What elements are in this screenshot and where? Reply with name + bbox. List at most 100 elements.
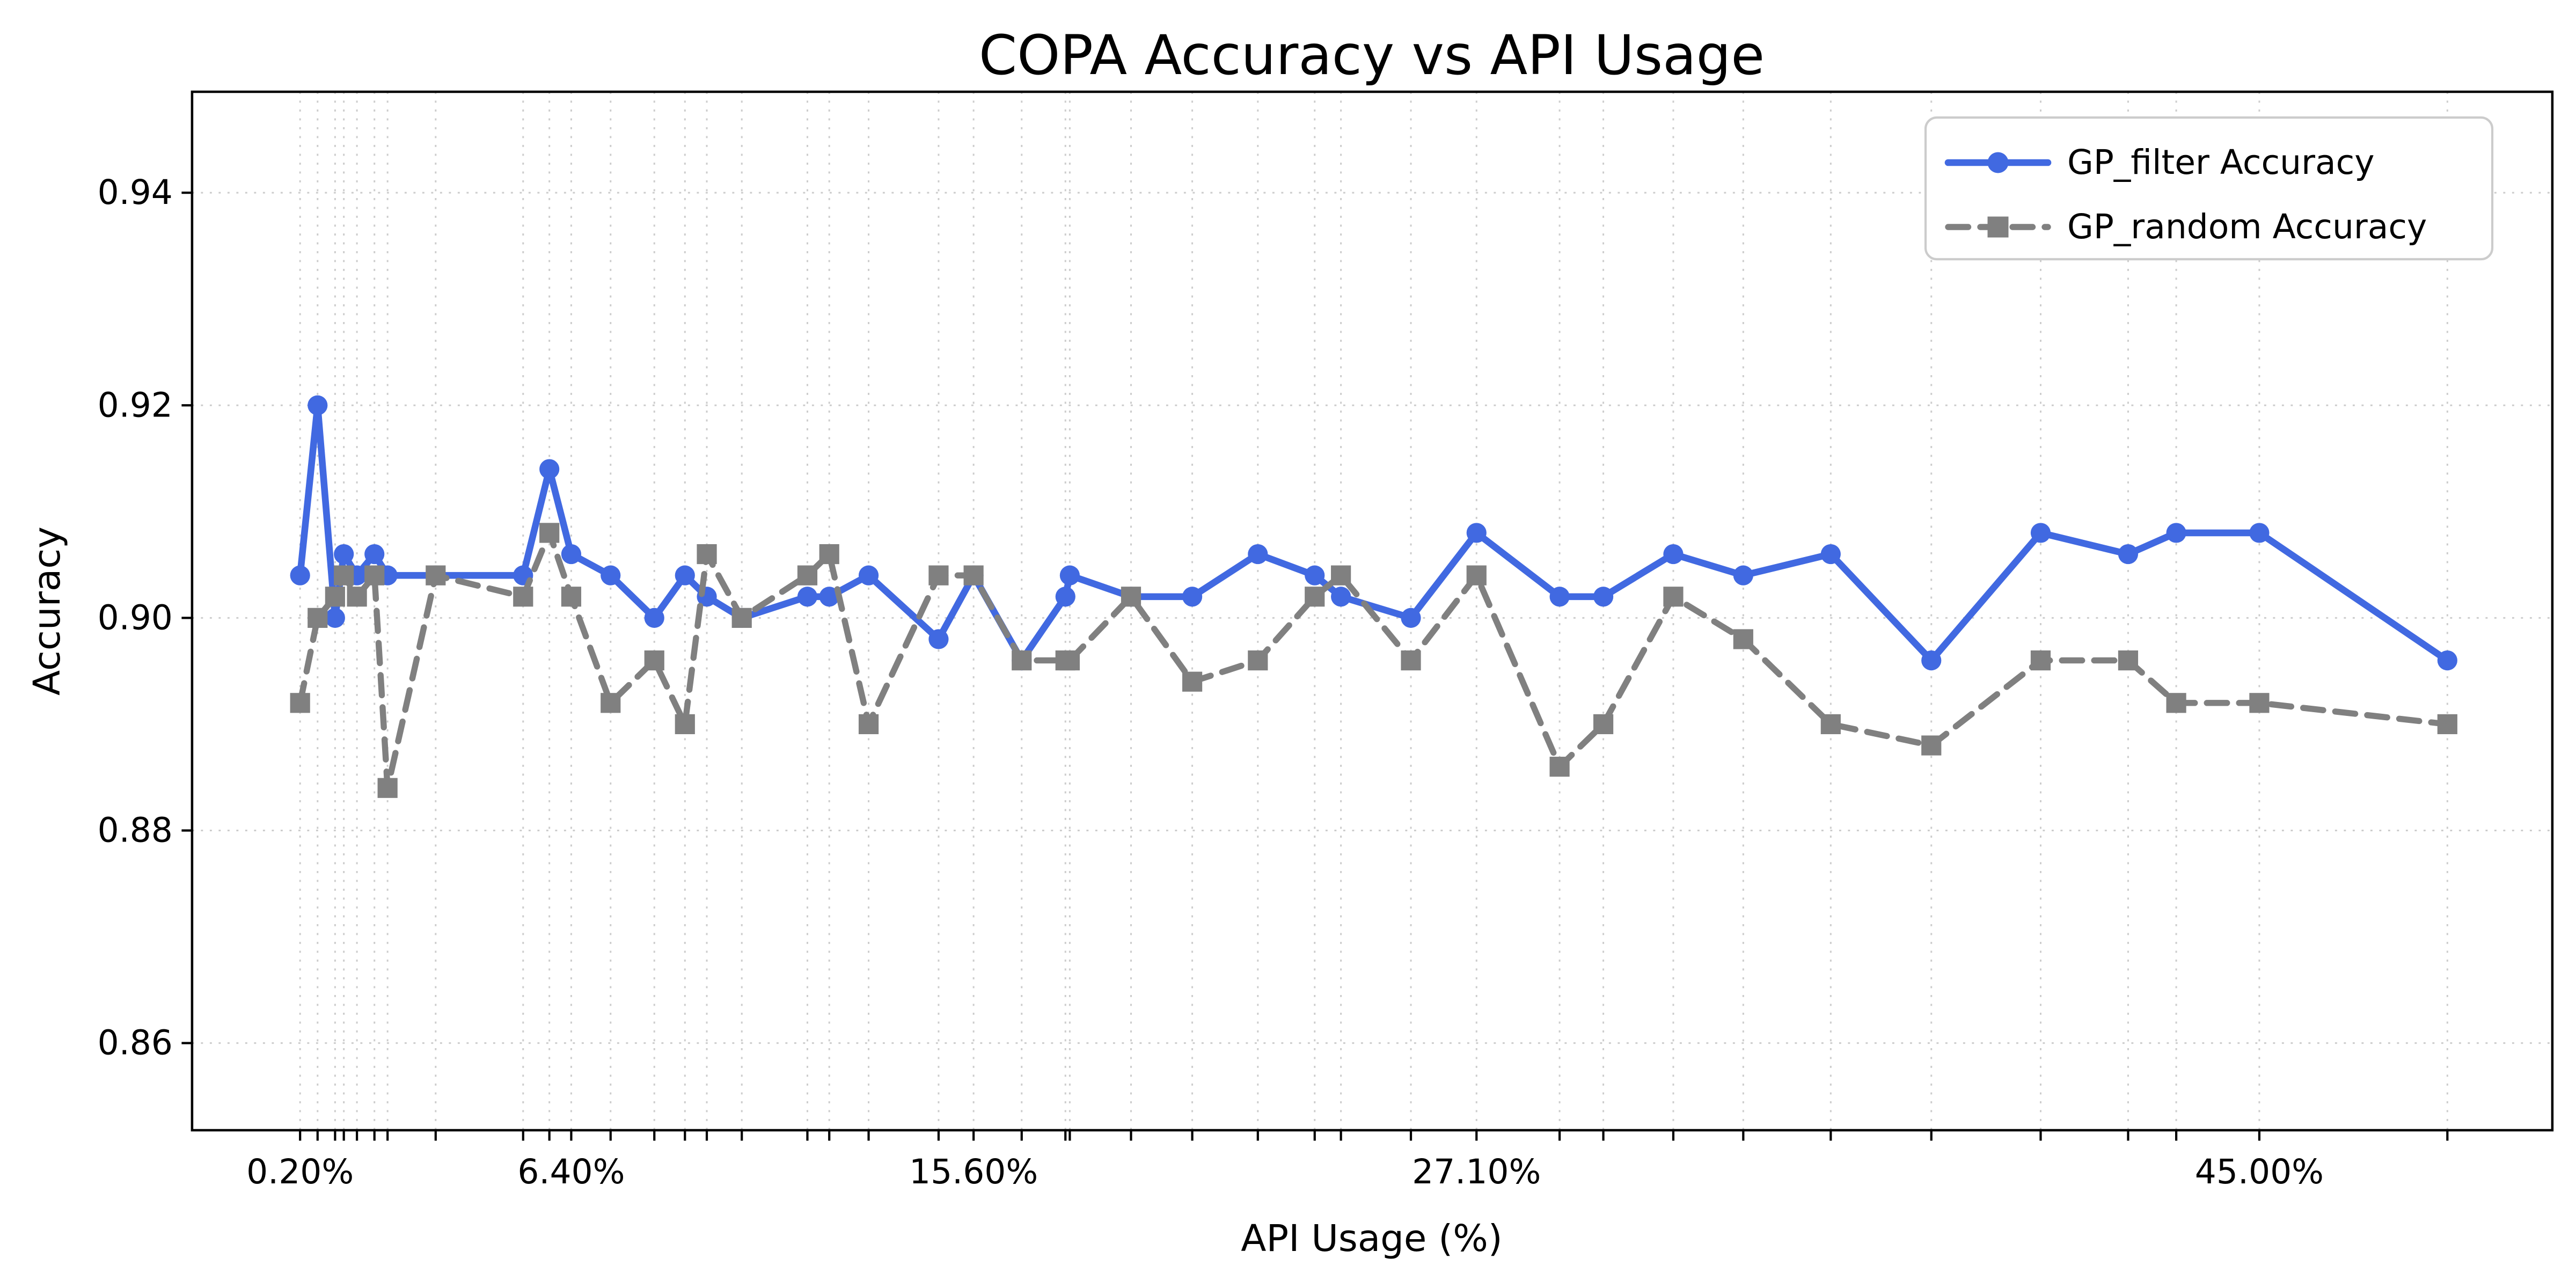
chart-title: COPA Accuracy vs API Usage: [979, 24, 1765, 87]
data-point-marker: [675, 714, 695, 735]
y-tick-label: 0.92: [98, 385, 173, 425]
data-point-marker: [1663, 587, 1684, 607]
data-point-marker: [797, 587, 818, 607]
data-point-marker: [2118, 544, 2139, 565]
data-point-marker: [1182, 671, 1203, 692]
data-point-marker: [1921, 735, 1942, 756]
data-point-marker: [308, 608, 328, 628]
legend-sample-marker: [1987, 216, 2009, 238]
data-point-marker: [377, 778, 398, 798]
data-point-marker: [1059, 650, 1080, 671]
data-point-marker: [1466, 523, 1487, 543]
data-point-marker: [561, 587, 582, 607]
data-point-marker: [347, 587, 367, 607]
data-point-marker: [2166, 523, 2186, 543]
data-point-marker: [1549, 587, 1570, 607]
y-tick-label: 0.86: [98, 1023, 173, 1063]
data-point-marker: [2249, 693, 2270, 713]
legend-label-filter: GP_filter Accuracy: [2067, 143, 2375, 182]
x-axis-label: API Usage (%): [1241, 1217, 1502, 1260]
data-point-marker: [644, 650, 664, 671]
data-point-marker: [1305, 565, 1325, 586]
data-point-marker: [2030, 523, 2051, 543]
axis-layer: [181, 90, 2554, 1141]
data-point-marker: [1466, 565, 1487, 586]
data-point-marker: [1012, 650, 1032, 671]
data-point-marker: [1401, 650, 1421, 671]
data-point-marker: [1593, 587, 1614, 607]
x-tick-label: 45.00%: [2195, 1152, 2324, 1191]
data-point-marker: [1401, 608, 1421, 628]
data-point-marker: [2166, 693, 2186, 713]
series-line-gp-filter: [296, 401, 2451, 664]
data-point-marker: [334, 565, 354, 586]
data-point-marker: [325, 587, 345, 607]
data-point-marker: [1549, 757, 1570, 777]
data-point-marker: [561, 544, 582, 565]
data-point-marker: [644, 608, 664, 628]
legend-sample-filter: [1944, 152, 2052, 173]
data-point-marker: [1331, 565, 1351, 586]
plot-border: [191, 90, 2554, 1132]
data-point-marker: [1121, 587, 1141, 607]
y-tick-label: 0.94: [98, 173, 173, 212]
data-point-marker: [1055, 587, 1075, 607]
data-point-marker: [675, 565, 695, 586]
data-point-marker: [2437, 714, 2457, 735]
data-point-marker: [290, 693, 310, 713]
legend-sample-marker: [1987, 152, 2009, 173]
x-tick-label: 0.20%: [246, 1152, 354, 1191]
data-point-marker: [308, 395, 328, 415]
data-point-marker: [2437, 650, 2457, 671]
data-point-marker: [1593, 714, 1614, 735]
series-line-gp-random: [297, 530, 2451, 791]
y-tick-label: 0.88: [98, 810, 173, 850]
data-point-marker: [290, 565, 310, 586]
data-point-marker: [1733, 629, 1753, 649]
data-point-marker: [1305, 587, 1325, 607]
data-point-marker: [325, 608, 345, 628]
legend: GP_filter Accuracy GP_random Accuracy: [1924, 116, 2494, 261]
data-point-marker: [858, 565, 879, 586]
x-tick-label: 27.10%: [1412, 1152, 1541, 1191]
legend-sample-random: [1945, 216, 2051, 238]
data-point-marker: [819, 544, 839, 565]
data-point-marker: [334, 544, 354, 565]
data-point-marker: [1182, 587, 1203, 607]
data-point-marker: [797, 565, 818, 586]
legend-box: [1924, 116, 2494, 261]
data-point-marker: [539, 459, 560, 479]
data-point-marker: [819, 587, 839, 607]
data-point-marker: [1820, 714, 1841, 735]
data-point-marker: [697, 544, 717, 565]
data-point-marker: [1248, 544, 1268, 565]
data-point-marker: [1921, 650, 1942, 671]
tick-label-layer: 0.86 0.88 0.90 0.92 0.94 0.20% 6.40% 15.60% 27.1…: [98, 173, 2324, 1191]
data-point-marker: [1820, 544, 1841, 565]
data-point-marker: [963, 565, 984, 586]
data-point-marker: [1248, 650, 1268, 671]
data-point-marker: [601, 565, 621, 586]
data-point-marker: [928, 565, 949, 586]
data-point-marker: [731, 608, 752, 628]
x-tick-label: 15.60%: [909, 1152, 1038, 1191]
data-point-marker: [1059, 565, 1080, 586]
data-point-marker: [928, 629, 949, 649]
y-axis-label: Accuracy: [26, 526, 69, 696]
data-point-marker: [364, 544, 385, 565]
data-point-marker: [858, 714, 879, 735]
y-tick-label: 0.90: [98, 598, 173, 637]
data-point-marker: [601, 693, 621, 713]
x-tick-label: 6.40%: [517, 1152, 625, 1191]
legend-label-random: GP_random Accuracy: [2067, 207, 2427, 246]
data-point-marker: [426, 565, 446, 586]
data-point-marker: [1733, 565, 1753, 586]
data-point-marker: [539, 523, 560, 543]
data-point-marker: [513, 587, 533, 607]
data-point-marker: [1331, 587, 1351, 607]
data-point-marker: [1663, 544, 1684, 565]
data-point-marker: [2030, 650, 2051, 671]
data-point-marker: [2118, 650, 2139, 671]
